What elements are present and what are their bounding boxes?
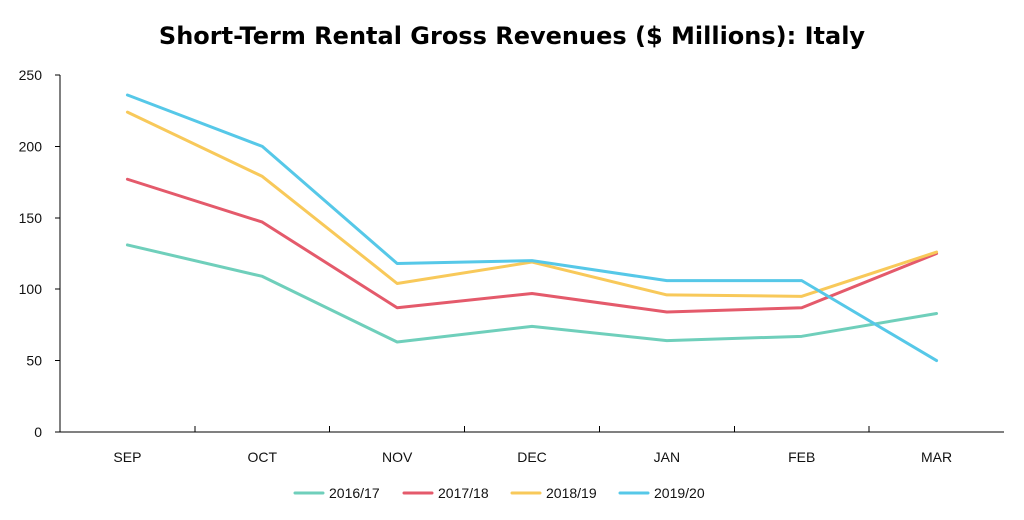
legend-item-2016-17: 2016/17 xyxy=(293,485,380,501)
y-tick-label: 150 xyxy=(19,210,43,226)
legend-layer: 2016/17 2017/18 2018/19 2019/20 xyxy=(293,485,705,501)
legend-label: 2019/20 xyxy=(654,485,705,501)
y-tick-label: 100 xyxy=(19,281,43,297)
series-line-2017-18 xyxy=(125,177,939,314)
legend-item-2017-18: 2017/18 xyxy=(402,485,489,501)
x-tick-label: JAN xyxy=(654,449,680,465)
y-tick-label: 0 xyxy=(34,424,42,440)
x-tick-label: DEC xyxy=(517,449,547,465)
series-line-2019-20 xyxy=(125,93,939,363)
x-tick-label: NOV xyxy=(382,449,413,465)
x-tick-label: MAR xyxy=(921,449,952,465)
axes-layer: 0 50 100 150 200 250 SEP OCT NOV DEC JAN FEB MAR xyxy=(19,67,1004,465)
legend-label: 2018/19 xyxy=(546,485,597,501)
series-layer xyxy=(125,93,939,363)
chart-title: Short-Term Rental Gross Revenues ($ Mill… xyxy=(159,22,865,50)
legend-item-2018-19: 2018/19 xyxy=(510,485,597,501)
y-tick-label: 200 xyxy=(19,138,43,154)
y-tick-label: 50 xyxy=(26,353,42,369)
legend-label: 2017/18 xyxy=(438,485,489,501)
x-tick-label: FEB xyxy=(788,449,815,465)
x-tick-label: OCT xyxy=(248,449,278,465)
series-line-2016-17 xyxy=(125,243,939,344)
y-tick-label: 250 xyxy=(19,67,43,83)
legend-label: 2016/17 xyxy=(329,485,380,501)
x-tick-label: SEP xyxy=(113,449,141,465)
legend-item-2019-20: 2019/20 xyxy=(618,485,705,501)
